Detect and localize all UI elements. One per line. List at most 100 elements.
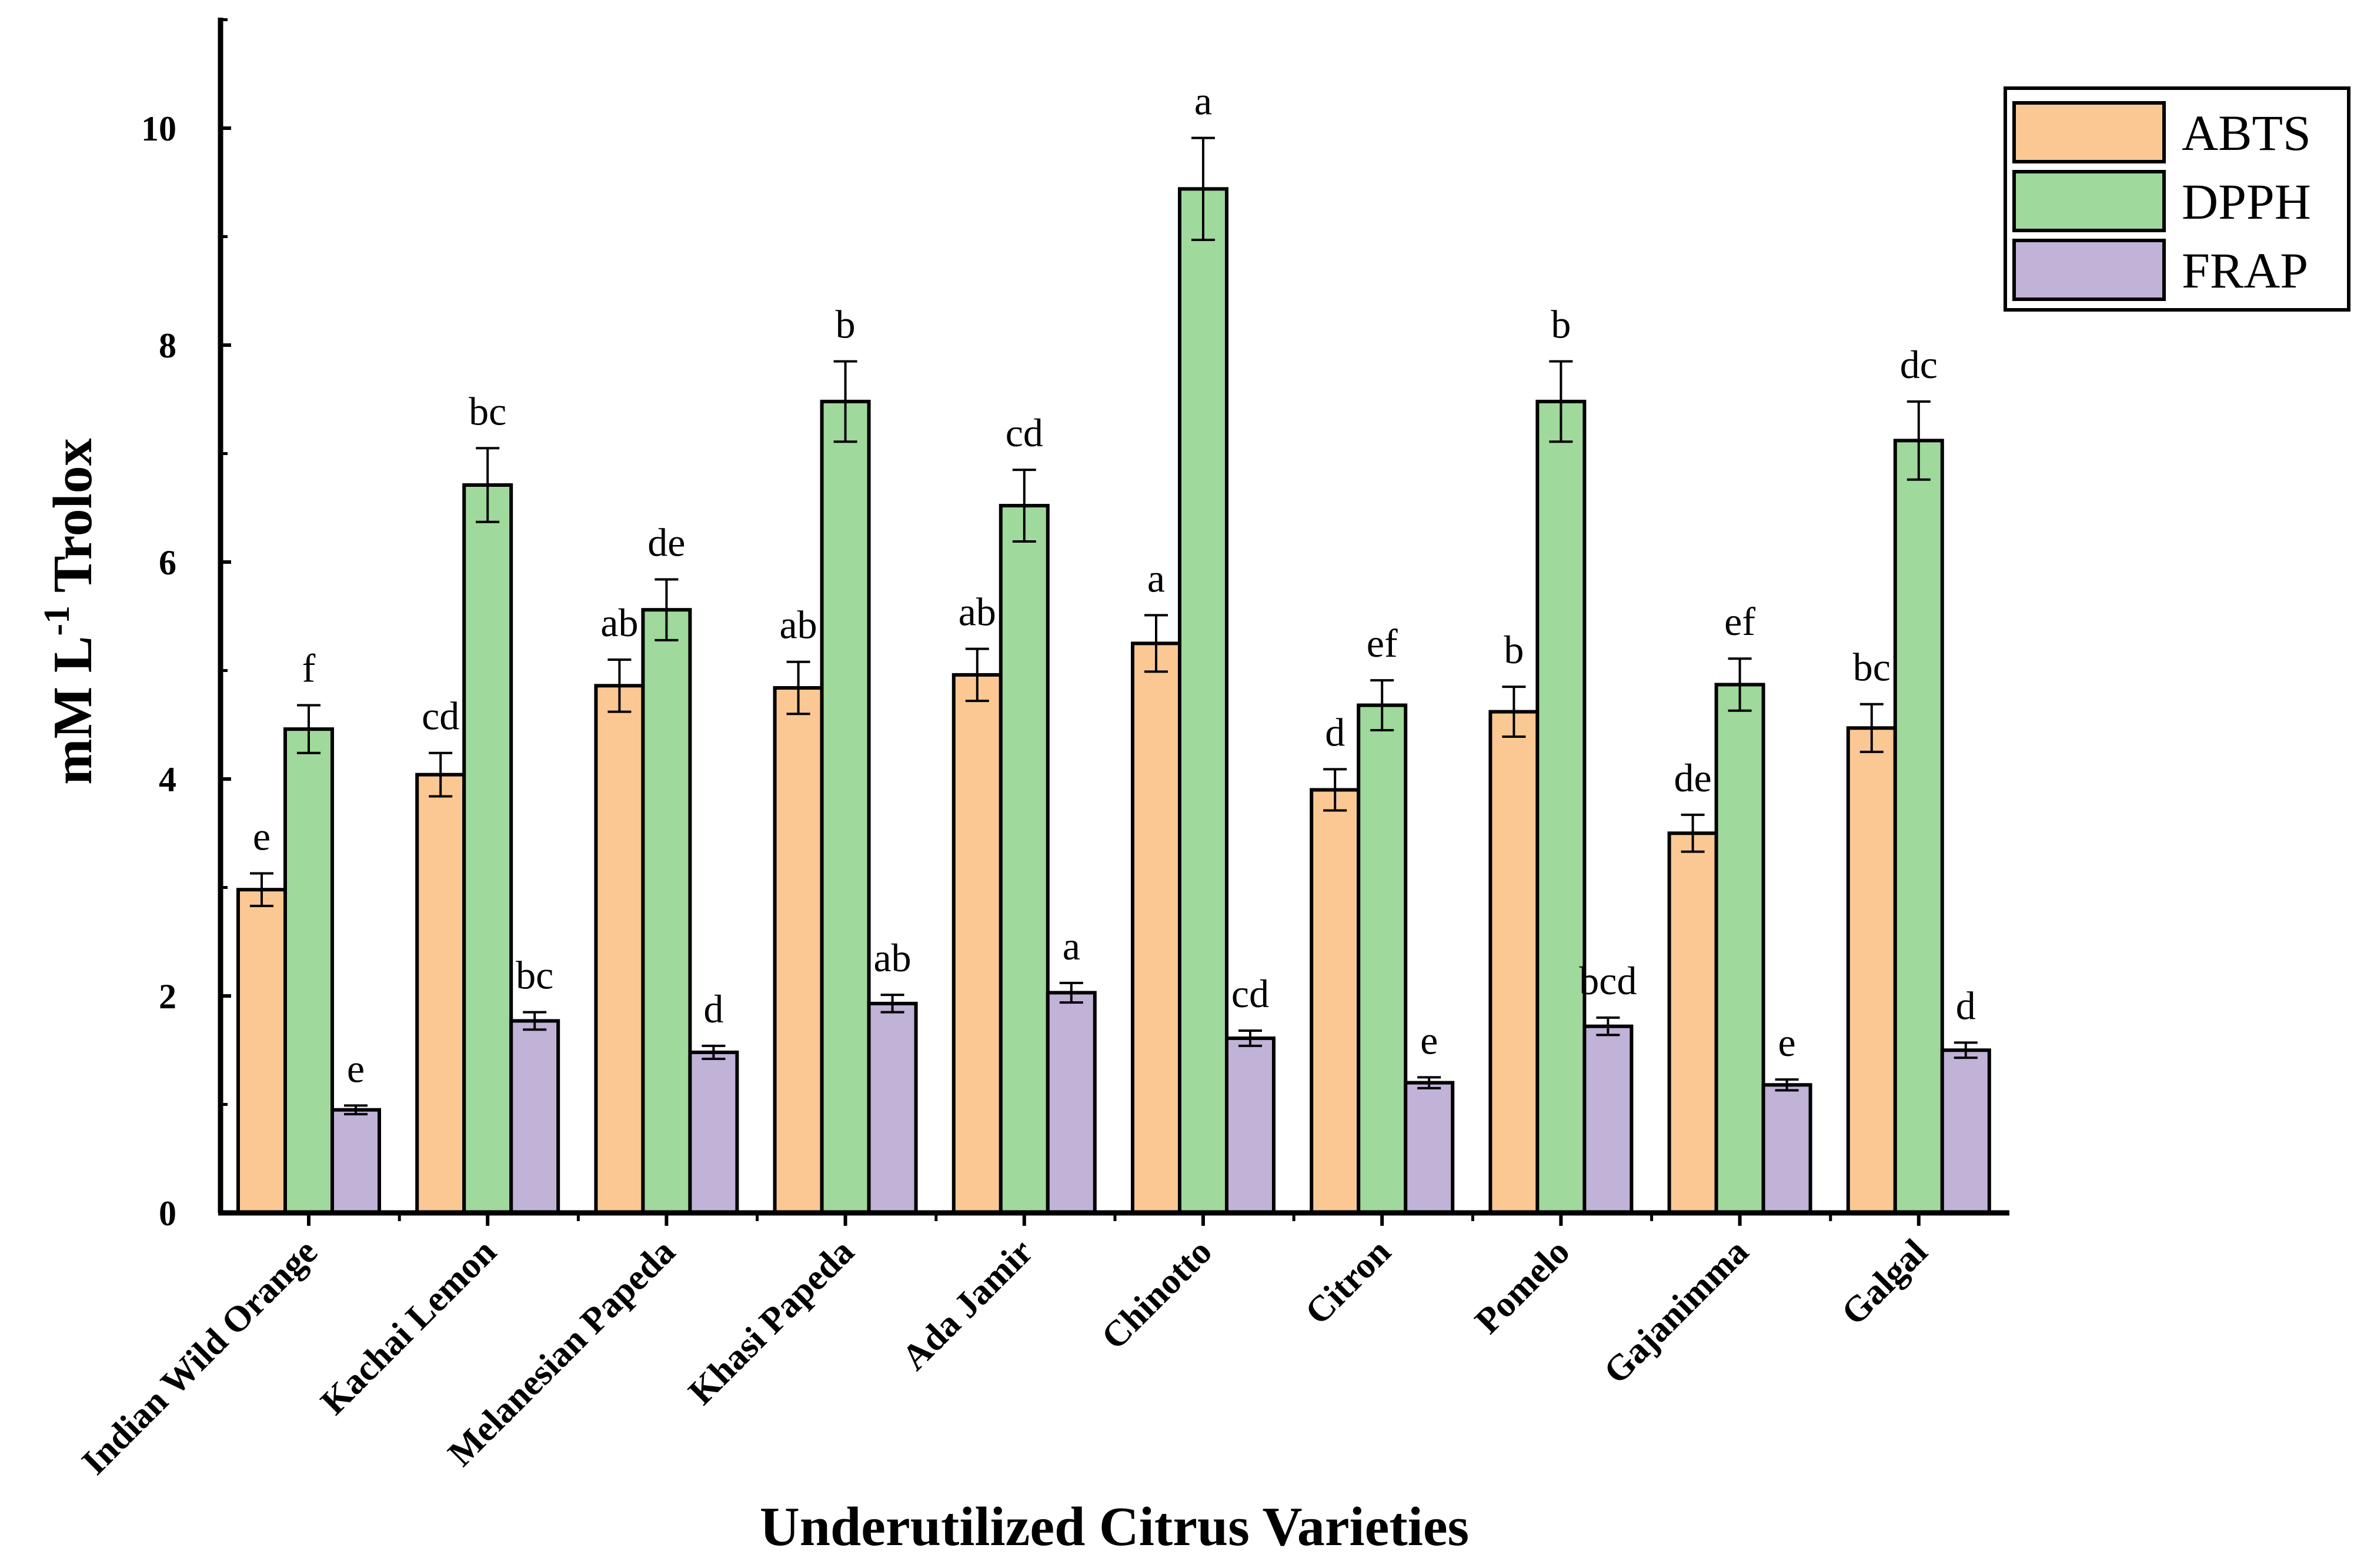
bar-frap bbox=[1761, 1083, 1812, 1215]
x-category-label: Gajanimma bbox=[1596, 1232, 1756, 1392]
x-category-label: Pomelo bbox=[1467, 1232, 1577, 1342]
legend-items: ABTS DPPH FRAP bbox=[2012, 101, 2311, 301]
bar-dpph bbox=[1357, 703, 1408, 1215]
legend-label-abts: ABTS bbox=[2182, 105, 2311, 161]
axes-layer bbox=[218, 18, 2009, 1226]
error-bar bbox=[1323, 768, 1347, 812]
error-bar bbox=[702, 1044, 726, 1061]
error-bar bbox=[880, 994, 904, 1014]
bar-abts bbox=[951, 673, 1003, 1215]
y-tick-label: 2 bbox=[159, 977, 176, 1016]
bar-dpph bbox=[283, 727, 334, 1215]
significance-label: dc bbox=[1900, 342, 1938, 387]
significance-label: d bbox=[1956, 983, 1976, 1028]
error-bar bbox=[344, 1104, 368, 1116]
error-bar bbox=[476, 447, 500, 523]
error-bar bbox=[1144, 614, 1168, 673]
significance-label: b bbox=[1504, 627, 1524, 672]
significance-label: bc bbox=[1853, 645, 1891, 690]
bar-abts bbox=[1488, 710, 1540, 1215]
x-category-label: Chinotto bbox=[1094, 1232, 1220, 1358]
error-bar bbox=[1596, 1016, 1620, 1037]
x-category-label: Khasi Papeda bbox=[681, 1232, 862, 1413]
significance-label: b bbox=[1551, 302, 1571, 347]
error-bar bbox=[1859, 703, 1884, 753]
significance-label: a bbox=[1063, 924, 1080, 968]
error-bar bbox=[1775, 1078, 1799, 1092]
bar-dpph bbox=[820, 399, 871, 1215]
significance-label: e bbox=[347, 1046, 365, 1091]
x-category-label: Citron bbox=[1298, 1232, 1398, 1332]
y-tick-label: 10 bbox=[141, 109, 176, 148]
error-bar bbox=[1191, 136, 1215, 242]
significance-label: f bbox=[302, 646, 316, 691]
x-category-label: Kachai Lemon bbox=[313, 1232, 505, 1423]
error-bar bbox=[523, 1011, 547, 1031]
legend-swatch-dpph bbox=[2012, 170, 2166, 232]
legend: ABTS DPPH FRAP bbox=[2004, 86, 2350, 312]
bar-dpph bbox=[1893, 439, 1944, 1215]
y-axis-title: mM L-1 Trolox bbox=[37, 438, 103, 785]
error-bar bbox=[1549, 360, 1573, 443]
bar-frap bbox=[1225, 1036, 1276, 1215]
bar-abts bbox=[1667, 831, 1718, 1215]
x-category-label: Galgal bbox=[1834, 1232, 1935, 1333]
bar-abts bbox=[1131, 641, 1181, 1215]
error-bar bbox=[1012, 469, 1036, 543]
significance-label: e bbox=[253, 814, 271, 859]
significance-label: cd bbox=[1231, 971, 1269, 1016]
significance-label: bcd bbox=[1579, 958, 1637, 1003]
y-tick-label: 8 bbox=[159, 326, 176, 365]
bar-dpph bbox=[462, 483, 513, 1215]
significance-label: ab bbox=[600, 600, 638, 645]
y-axis-title-main: mM L bbox=[42, 636, 103, 785]
x-axis-title: Underutilized Citrus Varieties bbox=[760, 1496, 1469, 1557]
legend-label-frap: FRAP bbox=[2182, 242, 2308, 299]
error-bar bbox=[1238, 1029, 1262, 1047]
error-bar bbox=[429, 751, 453, 798]
y-tick-label: 4 bbox=[159, 760, 176, 799]
bar-dpph bbox=[999, 504, 1050, 1215]
significance-label: ab bbox=[780, 603, 817, 647]
error-bar bbox=[965, 647, 989, 703]
error-bar bbox=[833, 360, 857, 443]
bar-frap bbox=[1046, 991, 1097, 1215]
bar-frap bbox=[1404, 1081, 1455, 1215]
bar-frap bbox=[1940, 1048, 1991, 1215]
bar-abts bbox=[773, 686, 824, 1215]
bar-dpph bbox=[1535, 399, 1587, 1215]
bar-frap bbox=[509, 1019, 560, 1215]
significance-label: bc bbox=[516, 953, 553, 998]
bar-abts bbox=[594, 684, 645, 1215]
legend-swatch-frap bbox=[2012, 239, 2166, 301]
significance-label: ab bbox=[874, 935, 911, 980]
error-bar bbox=[1954, 1041, 1978, 1059]
significance-label: b bbox=[836, 302, 856, 347]
bars-layer bbox=[236, 136, 1991, 1215]
x-category-label: Ada Jamir bbox=[894, 1232, 1041, 1378]
significance-label: ab bbox=[959, 590, 996, 634]
significance-label: ef bbox=[1367, 621, 1398, 666]
bar-frap bbox=[1582, 1024, 1634, 1215]
error-bar bbox=[1681, 813, 1705, 853]
bar-abts bbox=[1846, 726, 1897, 1215]
y-tick-label: 0 bbox=[159, 1194, 176, 1233]
legend-swatch-abts bbox=[2012, 101, 2166, 163]
error-bar bbox=[1059, 981, 1083, 1004]
error-bar bbox=[786, 660, 810, 716]
significance-label: e bbox=[1778, 1020, 1796, 1065]
bar-frap bbox=[867, 1001, 918, 1215]
error-bar bbox=[1502, 686, 1526, 738]
y-axis-title-suffix: Trolox bbox=[42, 438, 103, 606]
bar-dpph bbox=[1178, 187, 1228, 1215]
significance-label: d bbox=[1325, 710, 1345, 754]
error-bar bbox=[607, 658, 632, 713]
legend-label-dpph: DPPH bbox=[2182, 173, 2311, 230]
significance-label: ef bbox=[1724, 599, 1755, 644]
significance-label: cd bbox=[422, 694, 459, 738]
significance-label: bc bbox=[469, 389, 506, 433]
significance-label: de bbox=[1674, 755, 1712, 800]
error-bar bbox=[297, 704, 320, 754]
